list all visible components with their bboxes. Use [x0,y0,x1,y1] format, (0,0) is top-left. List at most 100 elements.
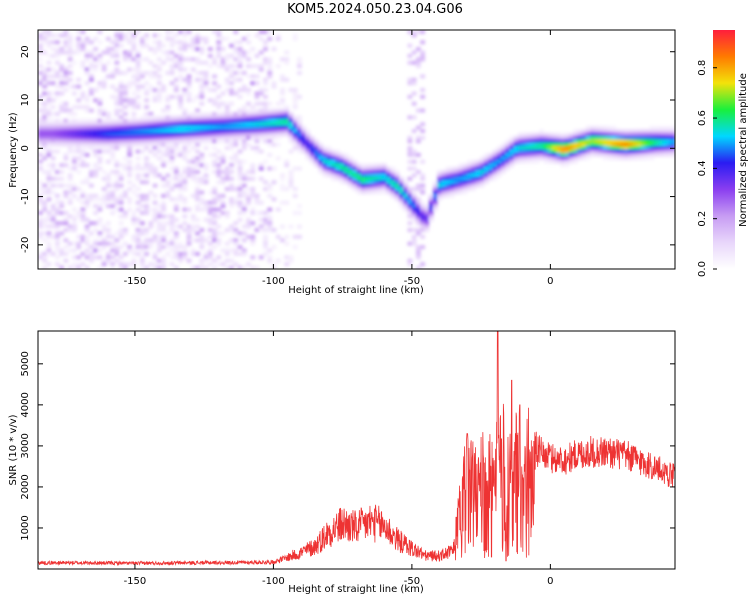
heatmap-cell [139,115,145,120]
heatmap-cell [169,129,175,134]
heatmap-cell [458,166,464,171]
heatmap-cell [220,111,226,116]
heatmap-cell [173,245,179,250]
heatmap-cell [135,122,141,127]
heatmap-cell [114,231,120,236]
heatmap-cell [577,135,583,140]
heatmap-cell [152,193,158,198]
heatmap-cell [50,74,56,79]
heatmap-cell [271,228,277,233]
heatmap-cell [110,132,116,137]
heatmap-cell [381,169,387,174]
heatmap-cell [38,255,43,260]
heatmap-cell [50,33,56,38]
heatmap-cell [156,234,162,239]
heatmap-cell [254,135,260,140]
heatmap-cell [237,53,243,58]
heatmap-cell [169,57,175,62]
heatmap-cell [280,122,285,127]
heatmap-cell [97,60,103,65]
heatmap-cell [280,115,285,120]
heatmap-cell [318,142,324,147]
heatmap-cell [76,241,82,246]
heatmap-cell [63,245,69,250]
heatmap-cell [127,180,133,185]
heatmap-cell [483,152,489,157]
heatmap-cell [428,204,434,209]
heatmap-cell [466,159,472,164]
heatmap-cell [42,251,48,256]
heatmap-cell [105,47,111,52]
heatmap-cell [42,255,48,260]
heatmap-cell [356,169,362,174]
heatmap-cell [641,146,646,151]
heatmap-cell [182,245,188,250]
heatmap-cell [169,262,175,267]
heatmap-cell [615,142,621,147]
heatmap-cell [500,169,506,174]
heatmap-cell [348,156,353,161]
heatmap-cell [585,132,591,137]
heatmap-cell [454,173,460,178]
heatmap-cell [241,251,247,256]
heatmap-cell [530,142,536,147]
heatmap-cell [573,129,578,134]
heatmap-cell [127,166,133,171]
heatmap-cell [131,98,137,103]
heatmap-cell [161,238,166,243]
heatmap-cell [462,176,468,181]
heatmap-cell [288,224,294,229]
heatmap-cell [237,50,243,55]
heatmap-cell [602,152,608,157]
heatmap-cell [59,231,65,236]
heatmap-cell [628,156,634,161]
heatmap-cell [131,47,137,52]
heatmap-cell [250,241,256,246]
heatmap-cell [122,132,128,137]
heatmap-cell [54,118,60,123]
heatmap-cell [547,152,553,157]
heatmap-cell [666,149,672,154]
heatmap-cell [114,245,120,250]
heatmap-cell [80,43,86,48]
heatmap-cell [258,125,264,130]
heatmap-cell [607,135,612,140]
heatmap-cell [280,88,285,93]
heatmap-cell [105,180,111,185]
heatmap-cell [46,245,52,250]
heatmap-cell [534,159,540,164]
heatmap-cell [67,173,73,178]
heatmap-cell [59,50,65,55]
heatmap-cell [471,183,477,188]
heatmap-cell [284,132,290,137]
heatmap-cell [590,139,595,144]
heatmap-cell [573,159,578,164]
heatmap-cell [186,94,192,99]
heatmap-cell [42,33,48,38]
heatmap-cell [118,135,124,140]
heatmap-cell [530,139,536,144]
heatmap-cell [246,88,251,93]
heatmap-cell [598,132,604,137]
heatmap-cell [513,149,519,154]
heatmap-cell [139,132,145,137]
heatmap-cell [292,88,298,93]
heatmap-cell [156,245,162,250]
heatmap-cell [615,132,621,137]
heatmap-cell [415,245,421,250]
heatmap-cell [195,94,200,99]
heatmap-cell [101,135,107,140]
heatmap-cell [127,245,133,250]
heatmap-cell [148,142,154,147]
heatmap-cell [254,146,260,151]
heatmap-cell [199,70,205,75]
heatmap-cell [466,180,472,185]
heatmap-cell [445,173,451,178]
heatmap-cell [207,122,213,127]
heatmap-cell [118,115,124,120]
heatmap-cell [267,115,273,120]
heatmap-cell [59,265,65,269]
heatmap-cell [46,224,52,229]
heatmap-cell [297,122,302,127]
heatmap-cell [54,149,60,154]
